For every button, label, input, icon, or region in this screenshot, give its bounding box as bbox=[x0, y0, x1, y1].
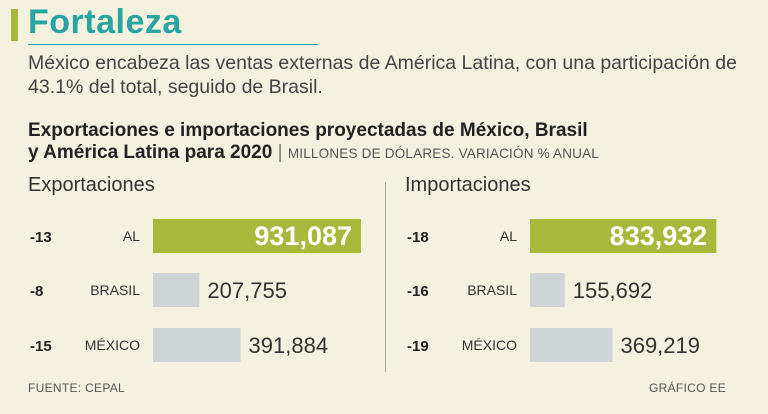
exports-bar bbox=[153, 219, 361, 253]
chart-title-line1: Exportaciones e importaciones proyectada… bbox=[28, 120, 588, 141]
imports-value-label: 369,219 bbox=[620, 333, 700, 358]
exports-category-label: AL bbox=[123, 228, 140, 244]
source-note: FUENTE: CEPAL bbox=[28, 381, 126, 395]
title-accent-bar bbox=[11, 9, 18, 41]
imports-category-label: AL bbox=[500, 228, 517, 244]
exports-panel-title: Exportaciones bbox=[28, 174, 155, 196]
exports-category-label: BRASIL bbox=[90, 282, 140, 298]
headline: Fortaleza bbox=[28, 3, 182, 41]
exports-change-label: -13 bbox=[30, 229, 52, 246]
imports-bar bbox=[530, 328, 613, 362]
imports-change-label: -16 bbox=[407, 283, 429, 300]
exports-change-label: -15 bbox=[30, 338, 52, 355]
exports-category-label: MÉXICO bbox=[85, 337, 140, 353]
chart-title-separator: | bbox=[277, 142, 283, 163]
exports-value-label: 391,884 bbox=[249, 333, 329, 358]
exports-change-label: -8 bbox=[30, 283, 43, 300]
panel-divider bbox=[385, 182, 386, 372]
headline-underline bbox=[28, 44, 318, 45]
imports-change-label: -18 bbox=[407, 229, 429, 246]
imports-value-label: 155,692 bbox=[573, 278, 653, 303]
chart-title-line2-text: y América Latina para 2020 bbox=[28, 142, 273, 163]
imports-bar bbox=[530, 219, 717, 253]
chart-unit-label: MILLONES DE DÓLARES. VARIACIÓN % ANUAL bbox=[287, 146, 600, 161]
exports-value-label: 207,755 bbox=[207, 278, 287, 303]
exports-bar bbox=[153, 328, 241, 362]
imports-change-label: -19 bbox=[407, 338, 429, 355]
chart-title: Exportaciones e importaciones proyectada… bbox=[28, 120, 758, 165]
imports-panel-title: Importaciones bbox=[405, 174, 531, 196]
imports-value-label: 833,932 bbox=[610, 221, 708, 251]
subtitle: México encabeza las ventas externas de A… bbox=[28, 52, 737, 98]
imports-category-label: MÉXICO bbox=[462, 337, 517, 353]
exports-bar bbox=[153, 273, 200, 307]
exports-value-label: 931,087 bbox=[254, 221, 352, 251]
graphic-credit: GRÁFICO EE bbox=[648, 381, 726, 395]
imports-category-label: BRASIL bbox=[467, 282, 517, 298]
chart-title-line2: y América Latina para 2020 | MILLONES DE… bbox=[28, 142, 758, 165]
imports-bar bbox=[530, 273, 565, 307]
